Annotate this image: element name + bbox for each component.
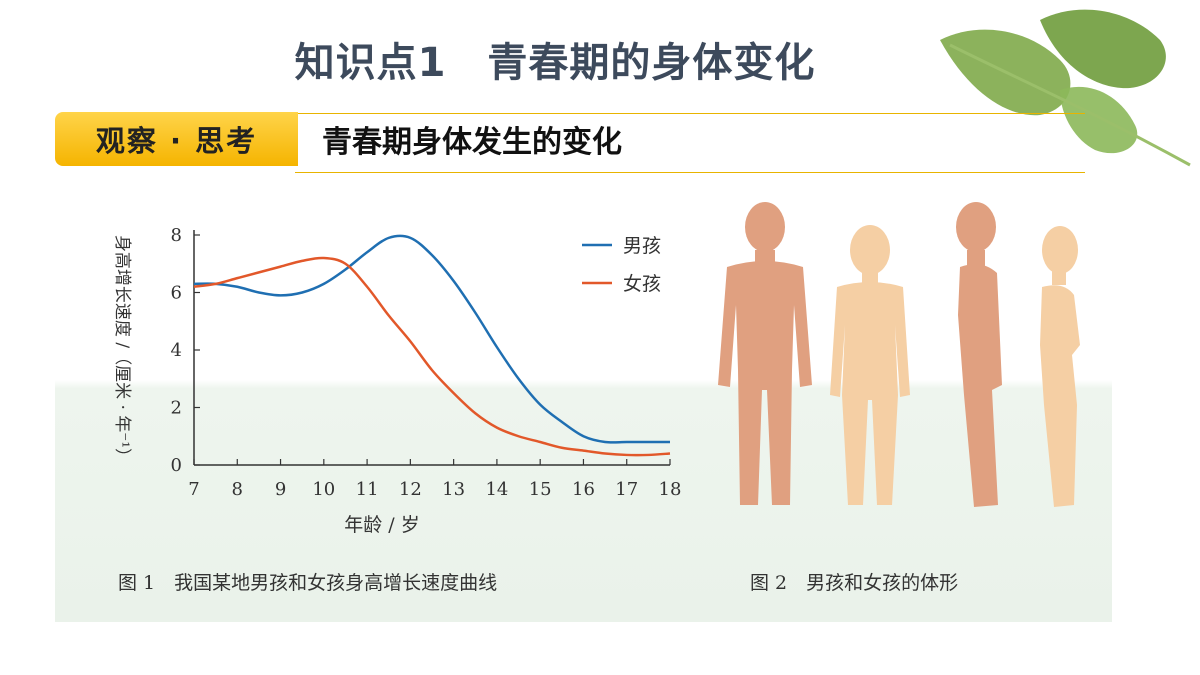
x-tick-label: 10: [312, 479, 335, 500]
x-tick-label: 7: [188, 479, 199, 500]
boy-side-silhouette: [956, 202, 1002, 507]
figure-panel: [55, 190, 1112, 622]
y-tick-label: 8: [171, 225, 182, 246]
growth-rate-chart: 0 2 4 6 8 7 8 9 10 11 12 13 14 15 16 17 18 年龄 / 岁 身高增长速度 /…: [112, 225, 682, 536]
x-tick-label: 17: [615, 479, 638, 500]
x-axis-label: 年龄 / 岁: [344, 514, 419, 536]
x-tick-label: 11: [356, 479, 379, 500]
header-rule-top: [295, 113, 1085, 114]
leaf-decoration: [940, 9, 1191, 167]
observe-think-tag: 观察 · 思考: [55, 112, 298, 166]
y-tick-label: 2: [171, 398, 182, 419]
girl-side-silhouette: [1040, 226, 1080, 507]
x-tick-label: 8: [232, 479, 243, 500]
y-tick-label: 6: [171, 283, 182, 304]
page-title: 知识点1 青春期的身体变化: [294, 40, 816, 86]
x-tick-label: 14: [485, 479, 508, 500]
figure1-caption: 图 1 我国某地男孩和女孩身高增长速度曲线: [118, 572, 498, 594]
topic-heading: 青春期身体发生的变化: [322, 125, 622, 160]
x-tick-label: 13: [442, 479, 465, 500]
legend-label: 男孩: [623, 235, 661, 257]
legend-label: 女孩: [623, 273, 661, 295]
boy-front-silhouette: [718, 202, 812, 505]
body-shape-figure: [718, 202, 1080, 507]
header-rule-bottom: [295, 172, 1085, 173]
series-line-girl: [193, 256, 671, 457]
x-tick-label: 15: [529, 479, 552, 500]
series-line-boy: [193, 234, 670, 444]
girl-front-silhouette: [830, 225, 910, 505]
figure2-caption: 图 2 男孩和女孩的体形: [750, 572, 959, 594]
x-tick-label: 12: [399, 479, 422, 500]
x-tick-label: 18: [659, 479, 682, 500]
y-tick-label: 4: [171, 340, 182, 361]
x-tick-label: 16: [572, 479, 595, 500]
y-tick-label: 0: [171, 455, 182, 476]
y-axis-label: 身高增长速度 /（厘米 · 年⁻¹）: [112, 235, 132, 465]
x-tick-label: 9: [275, 479, 286, 500]
